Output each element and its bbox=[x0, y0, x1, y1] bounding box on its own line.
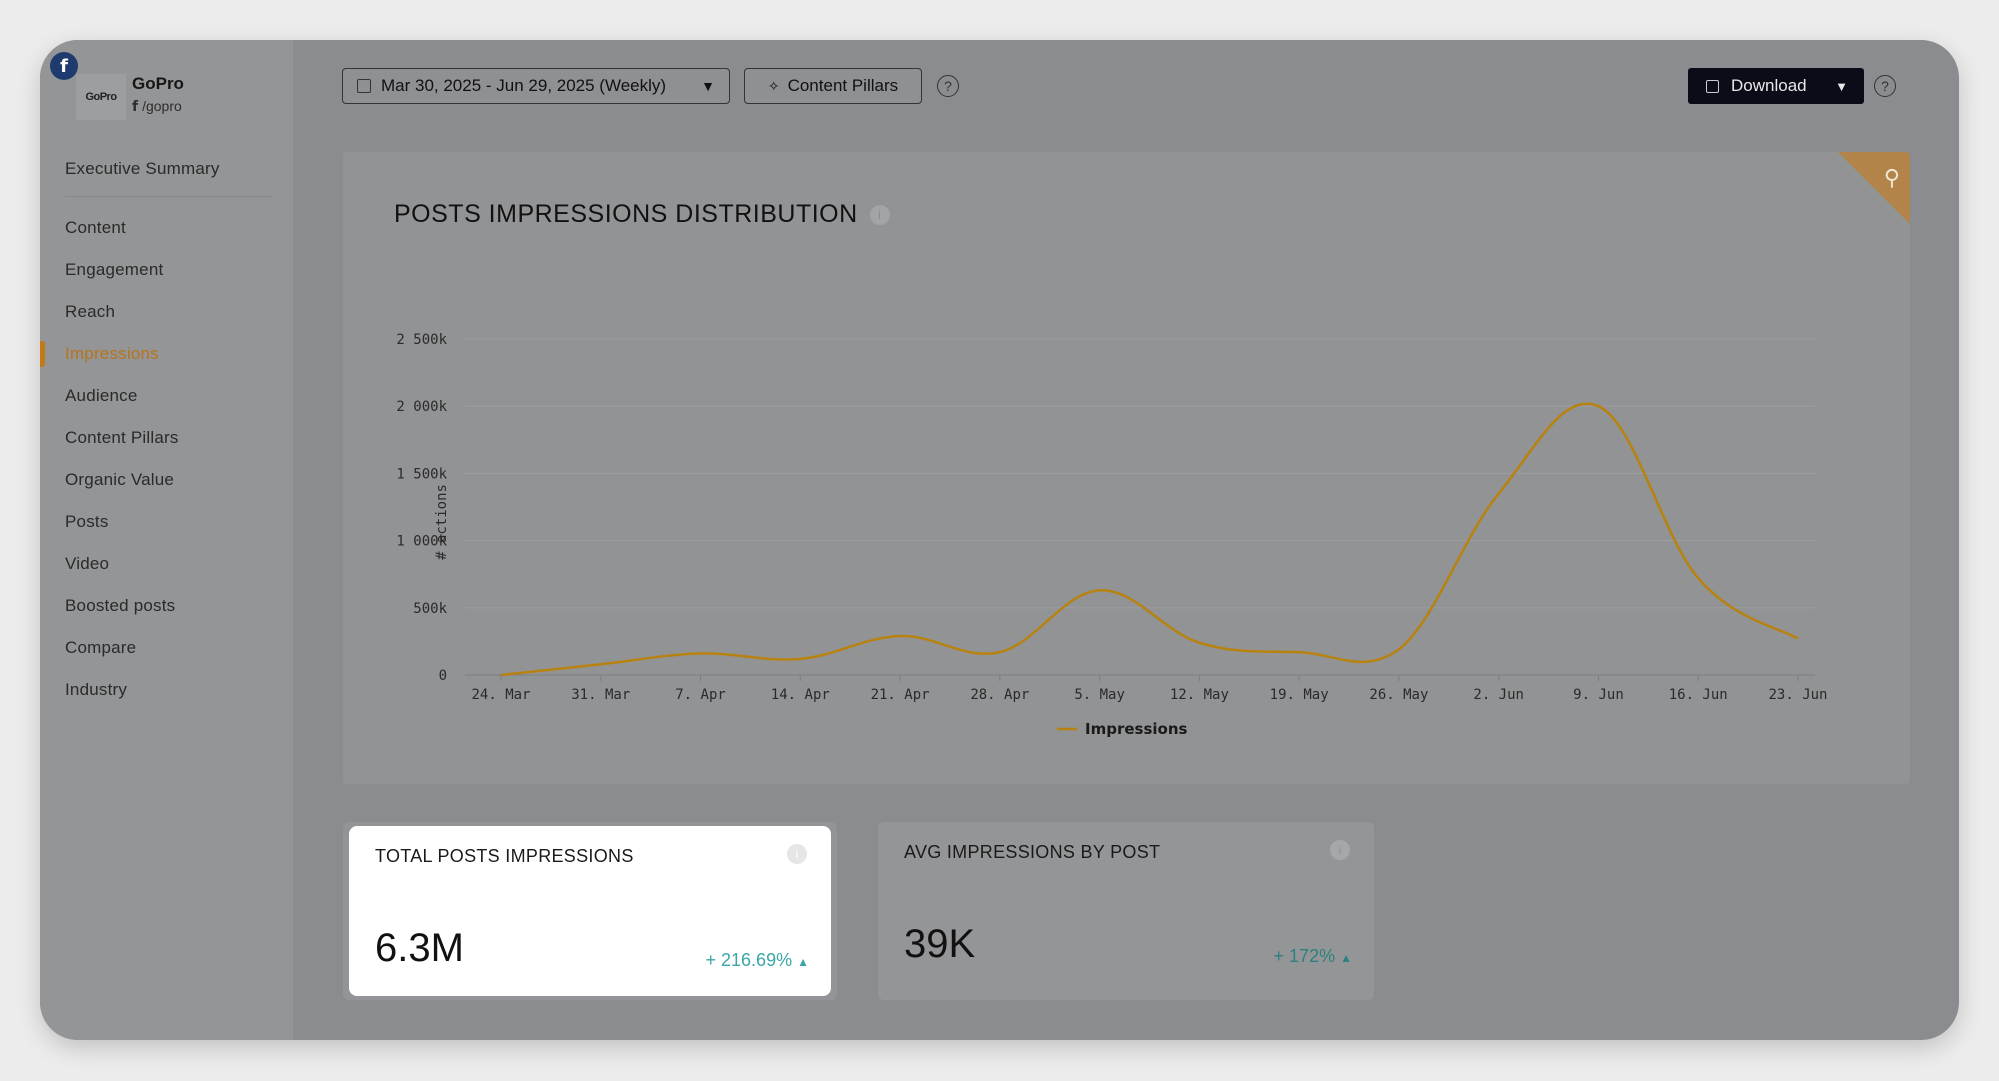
sidebar-item-content-pillars[interactable]: Content Pillars bbox=[65, 428, 179, 447]
x-tick-label: 5. May bbox=[1074, 687, 1125, 703]
x-tick-label: 14. Apr bbox=[771, 687, 830, 703]
stat-card-total-posts-impressions[interactable]: TOTAL POSTS IMPRESSIONS i 6.3M + 216.69% ▲ bbox=[349, 826, 831, 996]
info-icon[interactable]: i bbox=[1330, 840, 1350, 860]
sparkle-icon: ✧ bbox=[767, 77, 780, 94]
x-tick-label: 16. Jun bbox=[1669, 687, 1728, 703]
x-tick-label: 19. May bbox=[1270, 687, 1329, 703]
search-icon[interactable]: ⚲ bbox=[1883, 166, 1900, 191]
account-header[interactable]: f GoPro GoPro f/gopro bbox=[50, 52, 290, 122]
x-tick-label: 23. Jun bbox=[1768, 687, 1827, 703]
zoom-corner[interactable] bbox=[1838, 152, 1910, 224]
stat-change: + 216.69% ▲ bbox=[706, 950, 809, 971]
account-handle-text: /gopro bbox=[142, 98, 182, 114]
x-tick-label: 31. Mar bbox=[571, 687, 630, 703]
sidebar-item-video[interactable]: Video bbox=[65, 554, 110, 573]
date-range-label: Mar 30, 2025 - Jun 29, 2025 (Weekly) bbox=[381, 76, 667, 95]
x-tick-label: 9. Jun bbox=[1573, 687, 1624, 703]
sidebar-item-audience[interactable]: Audience bbox=[65, 386, 138, 405]
download-label: Download bbox=[1731, 76, 1807, 95]
y-tick-label: 2 000k bbox=[396, 399, 447, 415]
x-tick-label: 28. Apr bbox=[970, 687, 1029, 703]
sidebar-item-executive-summary[interactable]: Executive Summary bbox=[65, 159, 220, 178]
sidebar-divider bbox=[65, 196, 273, 197]
sidebar-item-engagement[interactable]: Engagement bbox=[65, 260, 164, 279]
sidebar-item-reach[interactable]: Reach bbox=[65, 302, 116, 321]
sidebar-item-content[interactable]: Content bbox=[65, 218, 126, 237]
y-tick-label: 2 500k bbox=[396, 332, 447, 348]
facebook-icon: f bbox=[50, 52, 78, 80]
y-axis-label: # actions bbox=[434, 484, 450, 560]
y-tick-label: 500k bbox=[413, 601, 447, 617]
x-tick-label: 7. Apr bbox=[675, 687, 726, 703]
download-icon bbox=[1706, 79, 1719, 93]
x-tick-label: 2. Jun bbox=[1473, 687, 1524, 703]
account-name: GoPro bbox=[132, 74, 184, 93]
x-tick-label: 12. May bbox=[1170, 687, 1229, 703]
info-icon[interactable]: i bbox=[869, 205, 890, 226]
sidebar-item-posts[interactable]: Posts bbox=[65, 512, 109, 531]
series-line-impressions bbox=[500, 402, 1799, 677]
stat-change-text: + 172% bbox=[1273, 946, 1336, 966]
y-tick-label: 1 000k bbox=[396, 534, 447, 550]
trend-up-icon: ▲ bbox=[1340, 951, 1352, 965]
line-chart: 0 500k 1 000k 1 500k 2 000k 2 500k 24. Mar 31. … bbox=[396, 332, 1827, 738]
stat-change-text: + 216.69% bbox=[705, 950, 793, 970]
legend-label: Impressions bbox=[1085, 720, 1188, 738]
help-icon[interactable]: ? bbox=[937, 75, 959, 97]
stat-label: TOTAL POSTS IMPRESSIONS bbox=[375, 846, 634, 866]
impressions-chart-card: POSTS IMPRESSIONS DISTRIBUTION i ⚲ 0 500k 1… bbox=[343, 152, 1910, 784]
caret-down-icon: ▼ bbox=[701, 78, 715, 94]
account-avatar: GoPro bbox=[76, 74, 126, 120]
sidebar-item-impressions[interactable]: Impressions bbox=[40, 333, 293, 375]
sidebar-item-compare[interactable]: Compare bbox=[65, 638, 137, 657]
x-tick-label: 26. May bbox=[1369, 687, 1428, 703]
y-tick-label: 0 bbox=[439, 668, 447, 684]
account-handle: f/gopro bbox=[132, 98, 182, 115]
stat-value: 6.3M bbox=[375, 926, 464, 970]
x-tick-label: 24. Mar bbox=[471, 687, 530, 703]
stat-value: 39K bbox=[904, 922, 976, 966]
stat-change: + 172% ▲ bbox=[1274, 946, 1352, 967]
x-tick-label: 21. Apr bbox=[871, 687, 930, 703]
content-pillars-button[interactable]: ✧ Content Pillars bbox=[744, 68, 922, 104]
trend-up-icon: ▲ bbox=[797, 955, 809, 969]
sidebar: f GoPro GoPro f/gopro Executive Summary … bbox=[40, 40, 293, 1040]
stat-label: AVG IMPRESSIONS BY POST bbox=[904, 842, 1161, 862]
facebook-small-icon: f bbox=[132, 99, 139, 115]
app-window: f GoPro GoPro f/gopro Executive Summary … bbox=[40, 40, 1959, 1040]
sidebar-item-boosted-posts[interactable]: Boosted posts bbox=[65, 596, 176, 615]
stat-card-avg-impressions-by-post[interactable]: AVG IMPRESSIONS BY POST i 39K + 172% ▲ bbox=[878, 822, 1374, 1000]
sidebar-item-industry[interactable]: Industry bbox=[65, 680, 128, 699]
y-tick-label: 1 500k bbox=[396, 466, 447, 482]
chart-title-text: POSTS IMPRESSIONS DISTRIBUTION bbox=[394, 200, 858, 228]
chart-title: POSTS IMPRESSIONS DISTRIBUTION i bbox=[394, 200, 890, 229]
content-pillars-label: Content Pillars bbox=[787, 76, 899, 95]
info-icon[interactable]: i bbox=[787, 844, 807, 864]
date-range-picker[interactable]: Mar 30, 2025 - Jun 29, 2025 (Weekly) ▼ bbox=[342, 68, 730, 104]
calendar-icon bbox=[357, 79, 371, 93]
sidebar-nav: Executive Summary Content Engagement Reach… bbox=[40, 148, 293, 711]
download-caret-icon[interactable]: ▼ bbox=[1835, 78, 1848, 94]
sidebar-item-organic-value[interactable]: Organic Value bbox=[65, 470, 175, 489]
download-help-icon[interactable]: ? bbox=[1874, 75, 1896, 97]
download-button[interactable]: Download ▼ bbox=[1688, 68, 1864, 104]
